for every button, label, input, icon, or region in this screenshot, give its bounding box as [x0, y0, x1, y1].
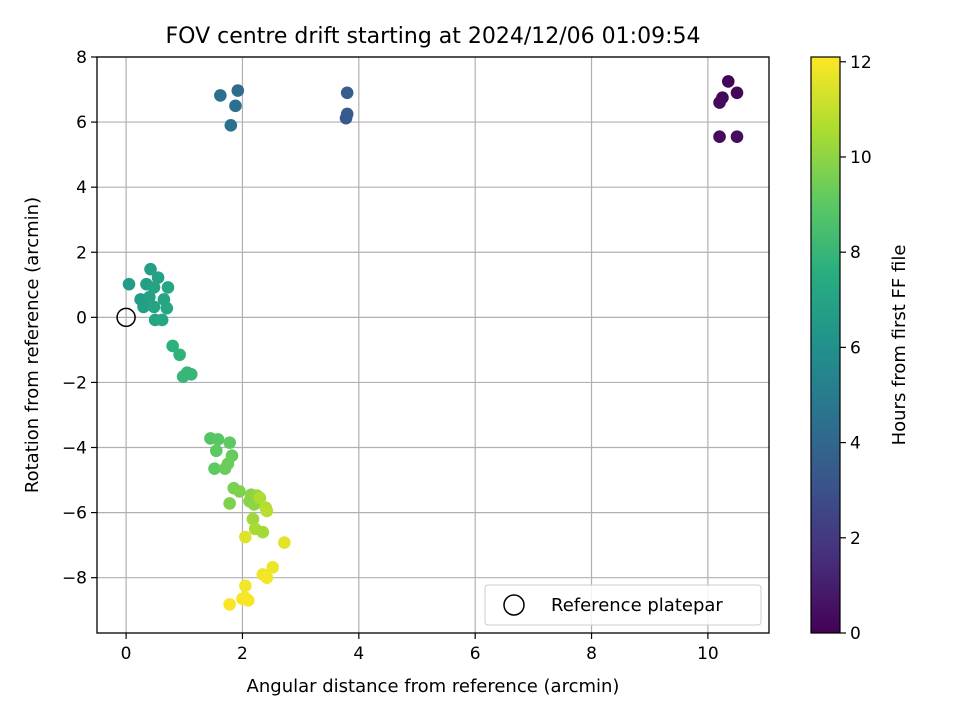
- data-point: [260, 571, 274, 584]
- colorbar-label: Hours from first FF file: [889, 245, 910, 446]
- data-point: [209, 444, 223, 458]
- data-point: [144, 262, 157, 276]
- colorbar-tick-label: 12: [850, 53, 872, 73]
- data-point: [218, 462, 232, 475]
- plot-frame: [96, 56, 770, 634]
- y-tick-label: 8: [76, 48, 87, 68]
- chart-title: FOV centre drift starting at 2024/12/06 …: [166, 24, 701, 49]
- data-point: [223, 436, 236, 449]
- x-tick-label: 10: [697, 644, 719, 664]
- data-point: [214, 89, 227, 102]
- y-tick-label: −4: [62, 439, 87, 459]
- data-point: [223, 497, 236, 510]
- data-point: [161, 281, 175, 294]
- y-axis-label: Rotation from reference (arcmin): [22, 197, 43, 493]
- data-point: [147, 281, 161, 294]
- data-point: [160, 301, 174, 315]
- colorbar-tick-label: 4: [850, 434, 861, 454]
- data-point: [223, 598, 236, 611]
- data-point: [713, 130, 726, 144]
- legend: Reference platepar: [484, 584, 762, 626]
- data-point: [239, 579, 252, 593]
- y-tick-label: −6: [62, 504, 87, 524]
- colorbar-tick-label: 8: [850, 243, 861, 263]
- colorbar-tick-label: 0: [850, 624, 861, 644]
- colorbar: 0 2 4 6 8 10 12 Hours from first FF file: [810, 53, 910, 644]
- legend-label: Reference platepar: [551, 595, 723, 616]
- data-point: [184, 367, 198, 381]
- data-point: [256, 525, 270, 539]
- data-point: [260, 504, 274, 518]
- data-point: [278, 536, 291, 549]
- y-tick-label: −8: [62, 569, 87, 589]
- data-point: [229, 99, 242, 113]
- data-point: [151, 271, 165, 284]
- data-point: [147, 300, 161, 314]
- reference-marker: [116, 307, 136, 328]
- y-tick-label: 4: [76, 178, 87, 198]
- data-point: [122, 277, 136, 291]
- data-point: [713, 96, 726, 109]
- colorbar-tick-label: 6: [850, 338, 861, 358]
- data-point: [173, 348, 186, 362]
- legend-box: [484, 584, 762, 626]
- points-layer: [122, 75, 744, 611]
- x-tick-label: 6: [470, 644, 481, 664]
- data-point: [137, 300, 150, 314]
- y-ticks: −8 −6 −4 −2 0 2 4 6 8: [62, 48, 97, 589]
- data-point: [233, 485, 246, 498]
- colorbar-gradient: [810, 56, 841, 634]
- data-point: [224, 119, 238, 132]
- colorbar-tick-label: 10: [850, 148, 872, 168]
- colorbar-ticks: 0 2 4 6 8 10 12: [840, 53, 872, 644]
- data-point: [730, 86, 744, 100]
- y-tick-label: 2: [76, 243, 87, 263]
- data-point: [340, 86, 354, 100]
- data-point: [721, 75, 735, 88]
- x-tick-label: 4: [353, 644, 364, 664]
- colorbar-tick-label: 2: [850, 529, 861, 549]
- data-point: [246, 512, 260, 526]
- y-tick-label: 6: [76, 113, 87, 133]
- data-point: [155, 313, 169, 327]
- data-point: [730, 130, 744, 144]
- x-tick-label: 2: [237, 644, 248, 664]
- data-point: [208, 462, 221, 475]
- x-tick-label: 8: [586, 644, 597, 664]
- x-tick-label: 0: [121, 644, 132, 664]
- data-point: [339, 111, 353, 125]
- data-point: [166, 339, 179, 353]
- data-point: [143, 290, 156, 304]
- data-point: [266, 560, 280, 574]
- data-point: [253, 491, 267, 505]
- y-tick-label: −2: [62, 373, 87, 393]
- data-point: [231, 84, 245, 97]
- x-axis-label: Angular distance from reference (arcmin): [247, 676, 620, 697]
- x-ticks: 0 2 4 6 8 10: [121, 633, 719, 664]
- y-tick-label: 0: [76, 308, 87, 328]
- legend-marker: [503, 594, 525, 616]
- data-point: [239, 591, 252, 605]
- data-point: [239, 530, 252, 544]
- data-point: [211, 433, 225, 446]
- grid-layer: [97, 56, 769, 633]
